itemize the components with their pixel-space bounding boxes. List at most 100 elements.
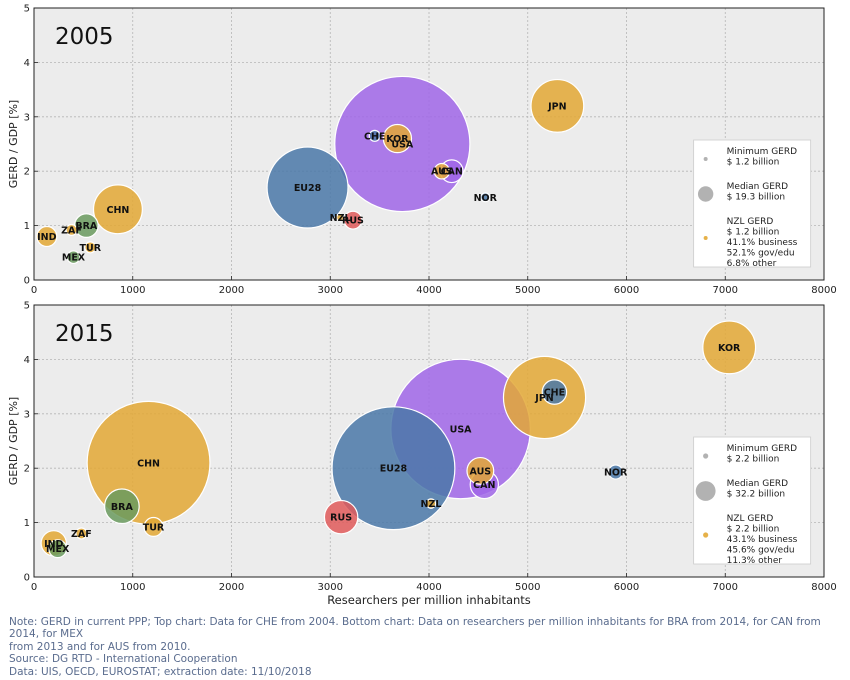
- chart-panel-2005: 0 1000 2000 3000 4000 5000 6000 7000 8000 0 1 2 3 4 5 G…: [7, 4, 837, 297]
- bubble-label-jpn: JPN: [534, 393, 553, 404]
- legend-text-line: Median GERD: [727, 182, 789, 192]
- bubble-mex: [66, 250, 81, 265]
- x-tick-label: 3000: [318, 285, 343, 296]
- bubble-chn: [92, 184, 143, 235]
- legend-text-line: 11.3% other: [727, 556, 783, 566]
- x-tick-label: 1000: [120, 582, 145, 593]
- legend-text-line: $ 32.2 billion: [727, 490, 785, 500]
- legend-text-line: $ 2.2 billion: [727, 525, 780, 535]
- bubble-zaf: [65, 223, 78, 237]
- y-tick-label: 1: [24, 221, 30, 232]
- source-text: Source: DG RTD - International Cooperati…: [9, 653, 238, 666]
- y-tick-label: 4: [24, 58, 30, 69]
- y-tick-label: 2: [24, 464, 30, 475]
- x-tick-label: 8000: [811, 582, 836, 593]
- legend-frame: [693, 436, 812, 565]
- x-tick-label: 7000: [713, 285, 738, 296]
- legend-text-line: $ 19.3 billion: [727, 193, 785, 203]
- bubble-mex: [48, 539, 68, 559]
- bubble-zaf: [75, 527, 88, 540]
- bubble-label-eu28: EU28: [294, 183, 322, 194]
- panel-year-title: 2005: [55, 24, 114, 50]
- bubble-label-tur: TUR: [80, 243, 102, 254]
- bubble-label-ind: IND: [37, 232, 56, 243]
- x-tick-label: 6000: [614, 285, 639, 296]
- bubble-label-aus: AUS: [470, 466, 492, 477]
- bubble-label-bra: BRA: [75, 221, 98, 232]
- legend-marker: [695, 481, 716, 501]
- y-axis-label: GERD / GDP [%]: [7, 397, 20, 485]
- bubble-che: [368, 129, 381, 142]
- bubble-label-can: CAN: [473, 480, 495, 491]
- bubble-label-can: CAN: [441, 167, 463, 178]
- x-tick-label: 4000: [416, 285, 441, 296]
- bubble-nor: [607, 464, 624, 480]
- bubble-rus: [343, 210, 363, 230]
- legend-marker: [703, 157, 708, 161]
- panel-year-title: 2015: [55, 321, 114, 347]
- x-axis-label: Researchers per million inhabitants: [327, 593, 531, 607]
- x-tick-label: 6000: [614, 582, 639, 593]
- bubble-label-ind: IND: [44, 539, 63, 550]
- bubble-kor: [702, 320, 757, 375]
- bubble-label-tur: TUR: [143, 522, 165, 533]
- bubble-label-jpn: JPN: [547, 101, 566, 112]
- x-tick-label: 4000: [416, 582, 441, 593]
- bubble-label-nor: NOR: [604, 468, 628, 479]
- legend-text-line: Minimum GERD: [727, 444, 797, 454]
- note-text-line2: from 2013 and for AUS from 2010.: [9, 640, 191, 653]
- legend-text-line: NZL GERD: [727, 514, 774, 524]
- legend-text-line: 52.1% gov/edu: [727, 249, 795, 259]
- bubble-label-zaf: ZAF: [71, 529, 92, 540]
- bubble-label-rus: RUS: [342, 216, 364, 227]
- bubble-nzl: [336, 213, 345, 222]
- y-tick-label: 3: [24, 112, 30, 123]
- bubble-label-usa: USA: [450, 425, 473, 436]
- bubble-che: [541, 379, 568, 405]
- y-tick-label: 2: [24, 167, 30, 178]
- bubble-tur: [84, 241, 97, 254]
- bubble-label-nor: NOR: [474, 193, 498, 204]
- bubble-label-zaf: ZAF: [61, 225, 82, 236]
- bubble-kor: [382, 123, 413, 154]
- bubble-tur: [143, 516, 164, 538]
- bubble-nzl: [425, 498, 437, 509]
- legend-text-line: Minimum GERD: [727, 147, 797, 157]
- bubble-rus: [323, 499, 359, 535]
- bubble-label-mex: MEX: [46, 544, 70, 555]
- bubble-eu28: [266, 146, 349, 229]
- bubble-jpn: [530, 78, 585, 133]
- legend-text-line: $ 1.2 billion: [727, 228, 780, 238]
- legend-box: Minimum GERD $ 1.2 billion Median GERD$ 19…: [693, 139, 812, 269]
- bubble-aus: [466, 456, 495, 485]
- bubble-label-usa: USA: [391, 140, 414, 151]
- chart-panel-2015: 0 1000 2000 3000 4000 5000 6000 7000 8000 0 1 2 3 4 5 G…: [7, 301, 837, 608]
- x-tick-label: 7000: [713, 582, 738, 593]
- bubble-label-mex: MEX: [62, 253, 86, 264]
- note-text-line1: Note: GERD in current PPP; Top chart: Da…: [9, 616, 821, 641]
- bubble-label-chn: CHN: [137, 458, 160, 469]
- legend-marker: [703, 236, 708, 240]
- y-tick-label: 5: [24, 4, 30, 15]
- legend-marker: [703, 453, 709, 459]
- bubble-nor: [480, 192, 491, 203]
- bubble-bra: [104, 488, 140, 525]
- x-tick-label: 2000: [219, 582, 244, 593]
- legend-text-line: 41.1% business: [727, 238, 798, 248]
- bubble-label-kor: KOR: [386, 134, 409, 145]
- y-tick-label: 0: [24, 573, 30, 584]
- y-axis-label: GERD / GDP [%]: [7, 100, 20, 188]
- legend-text-line: 43.1% business: [727, 535, 798, 545]
- legend-frame: [693, 139, 812, 268]
- data-source-text: Data: UIS, OECD, EUROSTAT; extraction da…: [9, 665, 312, 678]
- legend-text-line: $ 2.2 billion: [727, 455, 780, 465]
- x-tick-label: 8000: [811, 285, 836, 296]
- y-tick-label: 0: [24, 276, 30, 287]
- bubble-ind: [36, 225, 58, 248]
- chart-notes: Note: GERD in current PPP; Top chart: Da…: [9, 616, 839, 678]
- bubble-label-chn: CHN: [107, 205, 130, 216]
- y-tick-label: 5: [24, 301, 30, 312]
- bubble-label-che: CHE: [364, 131, 385, 142]
